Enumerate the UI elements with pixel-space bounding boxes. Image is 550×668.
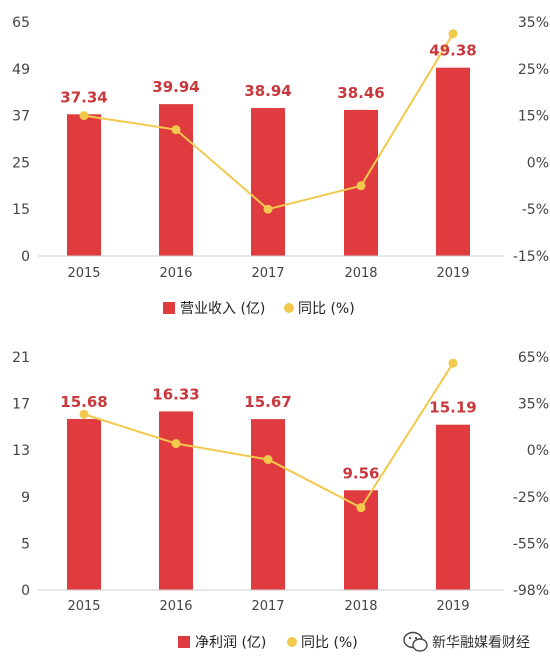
line-point [171, 125, 181, 135]
y-left-tick-label: 17 [12, 397, 30, 413]
y-right-tick-label: 15% [518, 109, 549, 125]
bar [436, 67, 470, 256]
y-right-tick-label: -55% [513, 536, 549, 552]
x-tick-label: 2018 [344, 266, 377, 281]
x-tick-label: 2017 [251, 599, 284, 614]
legend-chart-1: 营业收入 (亿) 同比 (%) [163, 301, 355, 317]
legend-bar-swatch [163, 302, 175, 314]
y-left-tick-label: 0 [21, 249, 30, 265]
y-right-tick-label: 0% [527, 443, 549, 459]
line-point [263, 204, 273, 214]
line-point [448, 29, 458, 39]
legend-line-swatch [287, 637, 297, 647]
watermark-text: 新华融媒看财经 [432, 635, 530, 651]
x-tick-label: 2019 [436, 599, 469, 614]
y-right-tick-label: -5% [522, 202, 549, 218]
data-label: 38.94 [244, 82, 291, 100]
x-tick-label: 2015 [67, 266, 100, 281]
bar [251, 419, 285, 590]
y-left-tick-label: 5 [21, 536, 30, 552]
chart-2: 21 17 13 9 5 0 65% 35% 0% -25% -55% -98% 2015 2016 201… [12, 350, 549, 614]
line-point [356, 181, 366, 191]
y-right-tick-label: 25% [518, 62, 549, 78]
x-tick-label: 2018 [344, 599, 377, 614]
y-left-tick-label: 49 [12, 62, 30, 78]
y-left-tick-label: 37 [12, 109, 30, 125]
data-label: 49.38 [429, 42, 476, 60]
wechat-icon [403, 631, 428, 652]
legend-line-swatch [284, 303, 294, 313]
y-right-tick-label: -15% [513, 249, 549, 265]
data-label: 15.19 [429, 399, 476, 417]
line-point [79, 409, 89, 419]
line-point [171, 439, 181, 449]
legend-line-label: 同比 (%) [298, 301, 355, 317]
y-left-tick-label: 15 [12, 202, 30, 218]
line-point [79, 111, 89, 121]
data-label: 16.33 [152, 385, 199, 403]
bar [436, 424, 470, 590]
y-right-tick-label: -98% [513, 583, 549, 599]
legend-chart-2: 净利润 (亿) 同比 (%) [178, 635, 358, 651]
data-label: 37.34 [60, 88, 107, 106]
line-point [448, 358, 458, 368]
y-left-tick-label: 13 [12, 443, 30, 459]
x-tick-label: 2016 [159, 266, 192, 281]
x-tick-label: 2015 [67, 599, 100, 614]
line-point [356, 503, 366, 513]
x-tick-label: 2017 [251, 266, 284, 281]
data-label: 39.94 [152, 78, 199, 96]
chart-1: 65 49 37 25 15 0 35% 25% 15% 0% -5% -15% 2015 2016 201… [12, 15, 549, 281]
y-left-tick-label: 9 [21, 490, 30, 506]
legend-bar-label: 营业收入 (亿) [180, 301, 265, 317]
legend-bar-label: 净利润 (亿) [195, 635, 266, 651]
watermark: 新华融媒看财经 [403, 631, 530, 652]
data-label: 38.46 [337, 84, 384, 102]
y-right-tick-label: -25% [513, 490, 549, 506]
bar [67, 114, 101, 256]
y-left-tick-label: 65 [12, 15, 30, 31]
y-right-tick-label: 65% [518, 350, 549, 366]
y-left-tick-label: 25 [12, 155, 30, 171]
y-right-tick-label: 35% [518, 397, 549, 413]
data-label: 9.56 [342, 464, 379, 482]
bar [159, 411, 193, 590]
line-point [263, 455, 273, 465]
legend-line-label: 同比 (%) [301, 635, 358, 651]
legend-bar-swatch [178, 636, 190, 648]
y-right-tick-label: 35% [518, 15, 549, 31]
bar [251, 108, 285, 256]
x-tick-label: 2019 [436, 266, 469, 281]
y-right-tick-label: 0% [527, 155, 549, 171]
x-tick-label: 2016 [159, 599, 192, 614]
data-label: 15.67 [244, 393, 291, 411]
y-left-tick-label: 21 [12, 350, 30, 366]
bar [67, 418, 101, 590]
y-left-tick-label: 0 [21, 583, 30, 599]
data-label: 15.68 [60, 393, 107, 411]
